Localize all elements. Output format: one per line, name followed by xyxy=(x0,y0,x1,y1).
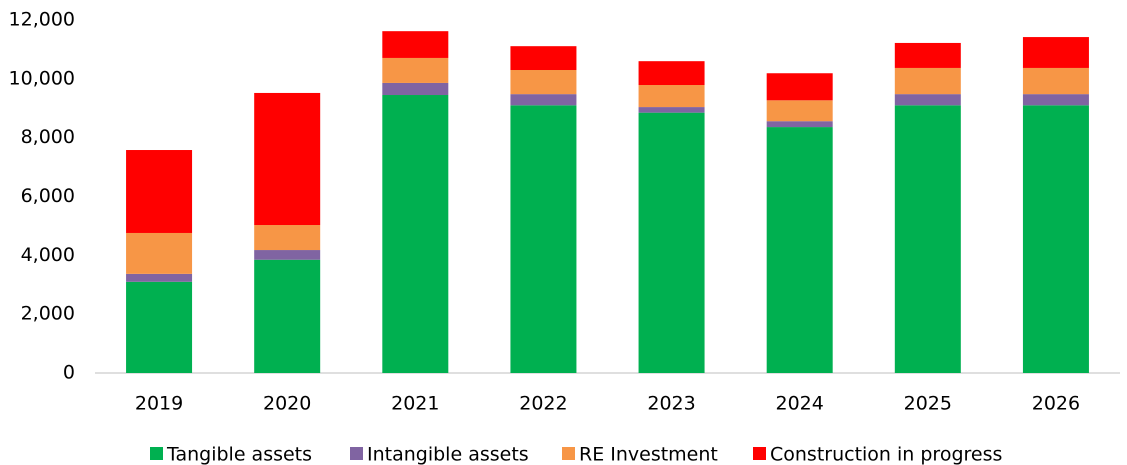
legend-label: Construction in progress xyxy=(770,444,1002,465)
bar-segment xyxy=(894,94,961,106)
bar-segment xyxy=(766,73,833,101)
bar-segment xyxy=(510,105,577,373)
bar-segment xyxy=(766,121,833,128)
y-tick-label: 2,000 xyxy=(21,303,75,325)
bar-segment xyxy=(254,259,321,373)
bar-segment xyxy=(254,250,321,260)
bar-segment xyxy=(766,100,833,122)
x-tick-label: 2026 xyxy=(1032,393,1080,415)
y-tick-label: 8,000 xyxy=(21,126,75,148)
bar-segment xyxy=(638,112,705,373)
bar-segment xyxy=(254,225,321,251)
bar-segment xyxy=(382,31,449,58)
x-tick-label: 2024 xyxy=(776,393,824,415)
bar-segment xyxy=(126,150,193,233)
x-tick-label: 2022 xyxy=(519,393,567,415)
bar-segment xyxy=(894,105,961,373)
bar-segment xyxy=(510,94,577,106)
bar-segment xyxy=(254,92,321,226)
legend-swatch xyxy=(350,447,363,460)
bar-segment xyxy=(638,61,705,86)
legend-label: Tangible assets xyxy=(166,444,312,465)
x-tick-label: 2025 xyxy=(904,393,952,415)
legend-swatch xyxy=(150,447,163,460)
x-tick-label: 2023 xyxy=(647,393,695,415)
legend-label: Intangible assets xyxy=(367,444,529,465)
bar-segment xyxy=(766,127,833,374)
bar-segment xyxy=(382,57,449,83)
x-tick-label: 2021 xyxy=(391,393,439,415)
legend-swatch xyxy=(562,447,575,460)
legend-swatch xyxy=(753,447,766,460)
bar-segment xyxy=(382,95,449,373)
y-tick-label: 12,000 xyxy=(9,9,75,31)
bar-segment xyxy=(638,107,705,113)
bar-segment xyxy=(1022,67,1089,95)
bar-segment xyxy=(894,42,961,68)
y-tick-label: 0 xyxy=(63,362,75,384)
bar-segment xyxy=(126,232,193,274)
bar-segment xyxy=(126,281,193,373)
bar-segment xyxy=(1022,37,1089,68)
bar-segment xyxy=(638,85,705,108)
legend-label: RE Investment xyxy=(579,444,718,465)
bar-segment xyxy=(126,273,193,282)
bar-segment xyxy=(894,67,961,95)
x-tick-label: 2019 xyxy=(135,393,183,415)
y-tick-label: 10,000 xyxy=(9,67,75,89)
x-tick-label: 2020 xyxy=(263,393,311,415)
bar-segment xyxy=(1022,94,1089,106)
bar-segment xyxy=(510,70,577,95)
y-tick-label: 4,000 xyxy=(21,244,75,266)
bar-segment xyxy=(510,46,577,71)
y-tick-label: 6,000 xyxy=(21,185,75,207)
bar-segment xyxy=(1022,105,1089,373)
bar-segment xyxy=(382,82,449,96)
